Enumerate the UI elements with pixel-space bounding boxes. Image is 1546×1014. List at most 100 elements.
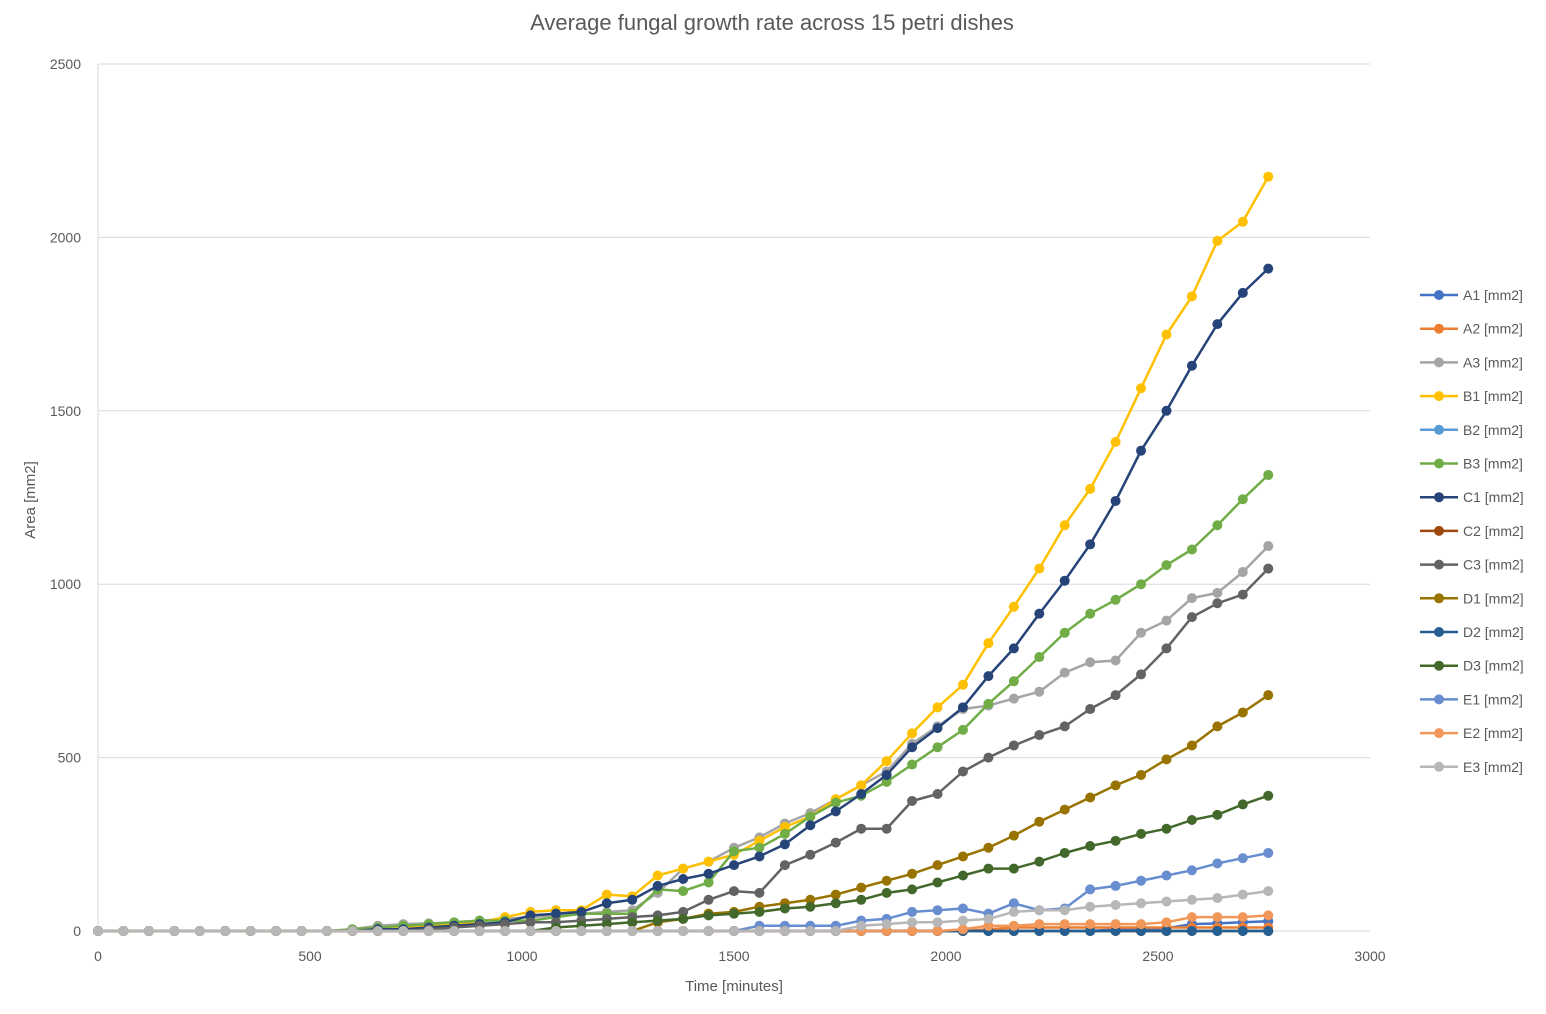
data-point (907, 917, 918, 928)
data-point (1136, 828, 1147, 839)
data-point (1212, 721, 1223, 732)
y-tick-label: 0 (73, 923, 81, 939)
series-b1 (93, 171, 1274, 936)
data-point (779, 903, 790, 914)
data-point (194, 926, 205, 936)
data-point (957, 702, 968, 713)
data-point (1059, 627, 1070, 638)
data-point (754, 887, 765, 898)
data-point (1161, 643, 1172, 654)
legend-label: B1 [mm2] (1463, 388, 1523, 404)
data-point (805, 901, 816, 912)
data-point (1008, 676, 1019, 687)
data-point (1212, 893, 1223, 904)
legend-swatch-marker (1434, 391, 1444, 402)
data-point (1059, 667, 1070, 678)
data-point (957, 766, 968, 777)
data-point (1161, 754, 1172, 765)
legend-label: E1 [mm2] (1463, 691, 1523, 707)
data-point (1161, 405, 1172, 416)
data-point (1237, 889, 1248, 900)
data-point (1059, 926, 1070, 936)
legend-label: C1 [mm2] (1463, 489, 1524, 505)
data-point (1263, 910, 1274, 921)
legend-swatch-marker (1434, 761, 1444, 772)
legend-swatch-marker (1434, 458, 1444, 469)
data-point (347, 926, 358, 936)
data-point (220, 926, 231, 936)
data-point (372, 926, 383, 936)
data-point (983, 698, 994, 709)
data-point (652, 926, 663, 936)
data-point (830, 806, 841, 817)
series-line (98, 267, 1270, 933)
legend-swatch-marker (1434, 424, 1444, 435)
data-point (601, 889, 612, 900)
data-point (1161, 926, 1172, 936)
data-point (525, 910, 536, 921)
data-point (830, 898, 841, 909)
data-point (1034, 652, 1045, 663)
data-point (983, 913, 994, 924)
data-point (1136, 919, 1147, 930)
data-point (1008, 898, 1019, 909)
x-tick-label: 0 (94, 948, 102, 964)
data-point (1186, 593, 1197, 604)
data-point (1110, 655, 1121, 666)
data-point (703, 894, 714, 905)
data-point (881, 887, 892, 898)
data-point (907, 926, 918, 936)
data-point (525, 926, 536, 936)
data-point (1263, 847, 1274, 858)
x-tick-label: 500 (298, 948, 322, 964)
data-point (118, 926, 129, 936)
data-point (1161, 917, 1172, 928)
data-point (932, 723, 943, 734)
legend-entry: A1 [mm2] (1420, 287, 1523, 303)
data-point (576, 926, 587, 936)
data-point (1034, 730, 1045, 741)
y-axis-ticks: 0 500 1000 1500 2000 2500 (50, 56, 81, 939)
data-point (525, 917, 536, 928)
data-point (678, 873, 689, 884)
data-point (1110, 880, 1121, 891)
data-point (1085, 657, 1096, 668)
data-point (652, 915, 663, 926)
legend-swatch-marker (1434, 290, 1444, 300)
data-point (1186, 360, 1197, 371)
legend-swatch-marker (1434, 593, 1444, 604)
data-point (1085, 483, 1096, 494)
data-point (1212, 926, 1223, 936)
data-point (1212, 319, 1223, 330)
data-point (1034, 816, 1045, 827)
y-tick-label: 2500 (50, 56, 81, 72)
data-point (805, 811, 816, 822)
data-point (1161, 896, 1172, 907)
data-point (805, 926, 816, 936)
data-point (143, 926, 154, 936)
data-point (1263, 926, 1274, 936)
data-point (856, 894, 867, 905)
data-point (1008, 643, 1019, 654)
series-line (98, 176, 1270, 933)
data-point (1110, 780, 1121, 791)
data-point (169, 926, 180, 936)
data-point (1186, 544, 1197, 555)
x-axis-ticks: 0 500 1000 1500 2000 2500 3000 (94, 948, 1386, 964)
data-point (1237, 567, 1248, 578)
data-point (1059, 520, 1070, 531)
data-point (1136, 383, 1147, 394)
data-point (1237, 912, 1248, 923)
data-point (93, 926, 103, 936)
data-point (550, 926, 561, 936)
data-point (856, 789, 867, 800)
data-point (678, 886, 689, 897)
data-point (754, 842, 765, 853)
data-point (1085, 841, 1096, 852)
data-point (1161, 560, 1172, 571)
data-point (1237, 589, 1248, 600)
data-point (1237, 287, 1248, 298)
legend-swatch-marker (1434, 694, 1444, 705)
data-point (957, 851, 968, 862)
